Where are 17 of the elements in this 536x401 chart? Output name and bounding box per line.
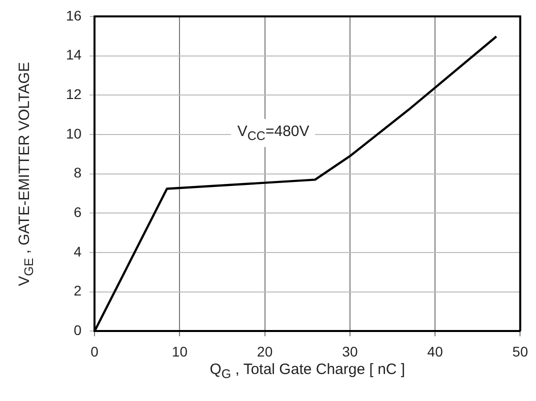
- x-tick-label: 20: [257, 343, 273, 360]
- x-tick-label: 50: [512, 343, 528, 360]
- y-tick-label: 8: [74, 164, 82, 181]
- x-tick-label: 30: [342, 343, 358, 360]
- y-tick-label: 12: [66, 86, 82, 102]
- y-tick-label: 2: [74, 282, 82, 299]
- x-tick-label: 10: [172, 343, 188, 360]
- x-tick-label: 40: [427, 343, 444, 360]
- y-tick-label: 16: [66, 7, 82, 24]
- y-tick-label: 14: [66, 46, 82, 63]
- x-tick-label: 0: [90, 343, 99, 360]
- y-tick-label: 0: [74, 322, 82, 338]
- y-tick-label: 10: [66, 125, 82, 142]
- x-axis-title: Q$_{G}$ , Total Gate Charge [ nC ]: [210, 361, 406, 382]
- y-tick-label: 6: [74, 204, 82, 220]
- annotation: V$_{CC}$=480V: [231, 118, 316, 147]
- y-tick-label: 4: [74, 243, 82, 260]
